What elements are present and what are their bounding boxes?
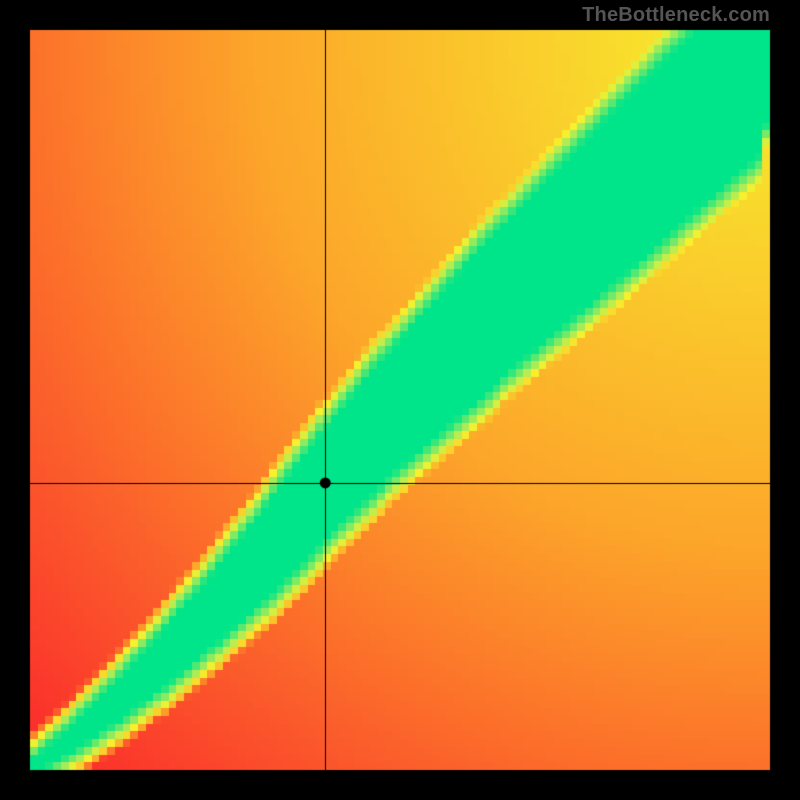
- watermark-label: TheBottleneck.com: [582, 4, 770, 27]
- chart-container: TheBottleneck.com: [0, 0, 800, 800]
- bottleneck-heatmap: [0, 0, 800, 800]
